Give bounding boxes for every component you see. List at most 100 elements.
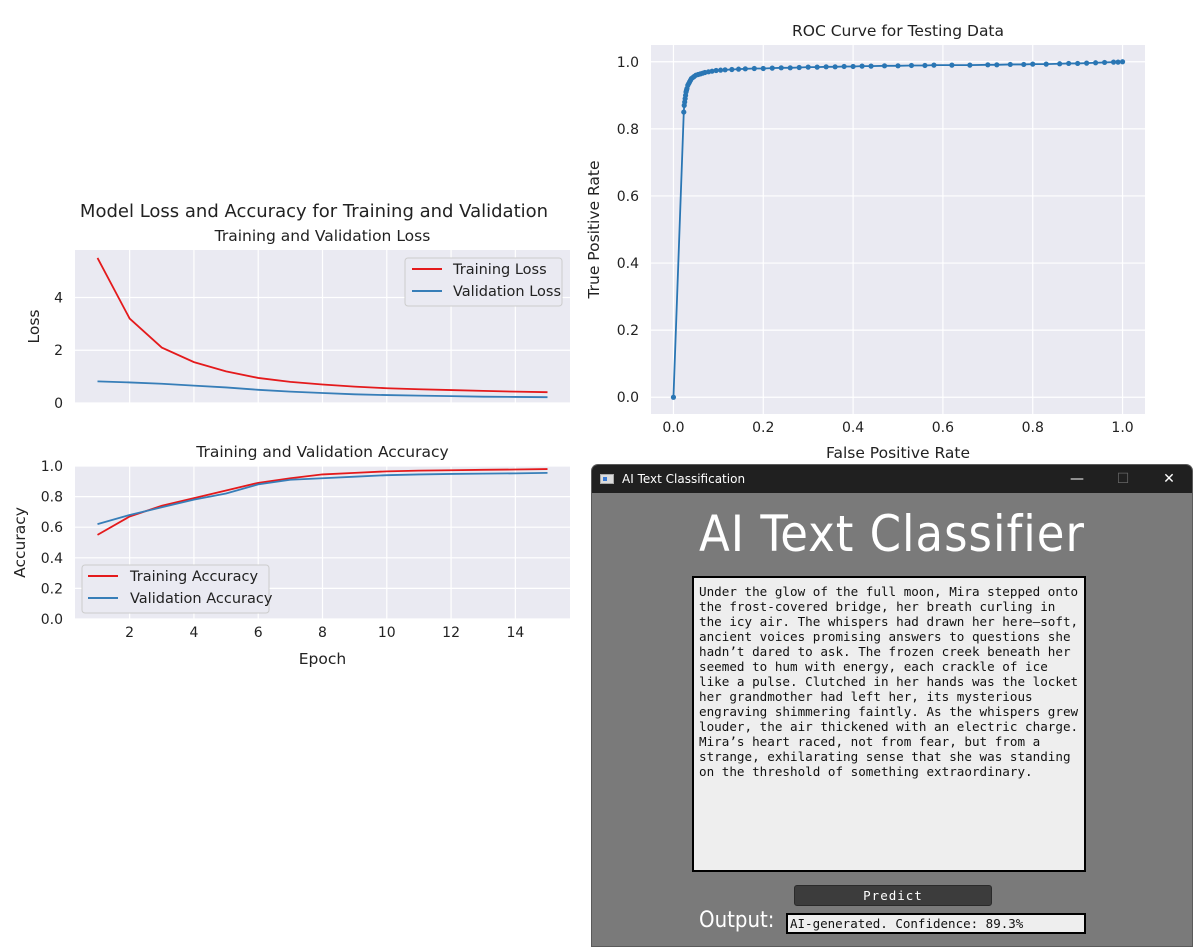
roc-point	[841, 63, 847, 70]
roc-point	[1007, 61, 1013, 68]
legend-box	[404, 257, 563, 307]
legend-entry: Validation Accuracy	[130, 591, 273, 607]
roc-point	[823, 64, 829, 70]
x-tick-label: 10	[378, 625, 396, 641]
roc-point	[1043, 61, 1049, 67]
roc-point	[908, 62, 915, 69]
y-tick-label: 4	[54, 290, 63, 306]
roc-point	[713, 67, 719, 74]
y-tick-label: 2	[54, 343, 63, 359]
x-tick-label: 0.2	[752, 420, 774, 436]
roc-point	[729, 66, 735, 73]
accuracy-chart: 2 4 6 8 10 12 14 0.0 0.2 0.4 0.6 0.8 1.0 Training and…	[11, 443, 570, 668]
roc-point	[670, 394, 677, 400]
chart-title: ROC Curve for Testing Data	[792, 22, 1004, 40]
y-tick-label: 0.0	[617, 390, 639, 406]
roc-point	[994, 62, 1000, 68]
x-tick-label: 4	[189, 625, 198, 641]
series-line	[97, 380, 548, 399]
x-tick-label: 6	[254, 625, 263, 641]
roc-point	[769, 65, 775, 71]
x-tick-label: 0.4	[842, 420, 864, 436]
y-axis-label: True Positive Rate	[585, 160, 603, 299]
roc-point	[1115, 59, 1121, 65]
y-tick-label: 1.0	[617, 55, 639, 71]
output-field[interactable]: AI-generated. Confidence: 89.3%	[786, 913, 1086, 934]
x-tick-label: 14	[506, 625, 524, 641]
x-tick-label: 2	[125, 625, 134, 641]
x-axis-label: False Positive Rate	[826, 444, 970, 462]
roc-point	[931, 62, 937, 68]
y-tick-label: 0	[54, 396, 63, 412]
roc-point	[949, 62, 955, 68]
maximize-icon[interactable]: ☐	[1116, 471, 1130, 487]
y-axis-label: Accuracy	[11, 507, 29, 578]
roc-point	[760, 65, 766, 72]
close-icon[interactable]: ✕	[1163, 471, 1175, 487]
roc-point	[1021, 61, 1027, 68]
minimize-icon[interactable]: —	[1070, 471, 1084, 487]
roc-point	[796, 64, 802, 71]
roc-point	[881, 63, 888, 69]
window-title: AI Text Classification	[622, 472, 746, 486]
roc-point	[859, 63, 865, 69]
output-label: Output:	[699, 908, 775, 933]
figure-suptitle: Model Loss and Accuracy for Training and…	[80, 201, 548, 222]
roc-point	[922, 62, 928, 69]
y-tick-label: 0.2	[617, 323, 639, 339]
y-tick-label: 0.6	[617, 189, 639, 205]
roc-point	[967, 62, 973, 68]
roc-point	[778, 65, 784, 71]
x-tick-label: 1.0	[1111, 420, 1133, 436]
y-tick-label: 1.0	[41, 459, 63, 475]
chart-title: Training and Validation Loss	[214, 227, 431, 245]
roc-point	[787, 65, 793, 71]
legend-entry: Training Accuracy	[129, 569, 258, 585]
chart-title: Training and Validation Accuracy	[195, 443, 448, 461]
x-tick-label: 0.6	[932, 420, 954, 436]
predict-button[interactable]: Predict	[794, 885, 992, 906]
plot-area	[651, 45, 1145, 414]
roc-point	[868, 63, 874, 69]
x-tick-label: 8	[318, 625, 327, 641]
loss-chart: 0 2 4 Training and Validation Loss Loss Train…	[25, 227, 570, 412]
roc-point	[850, 63, 856, 70]
y-tick-label: 0.6	[41, 520, 63, 536]
roc-point	[751, 65, 757, 72]
roc-point	[832, 64, 838, 70]
roc-point	[985, 62, 991, 68]
x-tick-label: 12	[442, 625, 460, 641]
roc-point	[895, 63, 901, 69]
input-textarea[interactable]: Under the glow of the full moon, Mira st…	[692, 576, 1086, 872]
roc-point	[1110, 59, 1117, 65]
roc-point	[1084, 60, 1090, 66]
roc-point	[1093, 60, 1099, 66]
roc-point	[718, 67, 724, 73]
roc-point	[722, 67, 728, 73]
roc-point	[1066, 60, 1072, 67]
series-line	[96, 257, 548, 394]
x-tick-label: 0.0	[662, 420, 684, 436]
roc-point	[1101, 59, 1108, 66]
window-app-icon	[600, 474, 614, 484]
roc-point	[681, 109, 687, 115]
y-tick-label: 0.4	[41, 551, 63, 567]
window-titlebar[interactable]: AI Text Classification — ☐ ✕	[592, 465, 1192, 493]
legend-entry: Validation Loss	[453, 284, 561, 300]
x-tick-label: 0.8	[1022, 420, 1044, 436]
roc-point	[709, 68, 715, 74]
roc-point	[1119, 59, 1126, 65]
app-heading: AI Text Classifier	[699, 505, 1085, 563]
roc-point	[1075, 60, 1081, 67]
y-tick-label: 0.8	[617, 122, 639, 138]
roc-chart: 0.0 0.2 0.4 0.6 0.8 1.0 0.0 0.2 0.4 0.6 0.8 1.0 ROC …	[585, 22, 1145, 462]
legend-entry: Training Loss	[452, 262, 547, 278]
roc-point	[1030, 61, 1036, 67]
series-line	[97, 468, 548, 536]
x-axis-label: Epoch	[299, 650, 346, 668]
roc-point	[742, 66, 748, 72]
y-tick-label: 0.4	[617, 256, 639, 272]
y-tick-label: 0.2	[41, 581, 63, 597]
roc-point	[814, 64, 820, 70]
